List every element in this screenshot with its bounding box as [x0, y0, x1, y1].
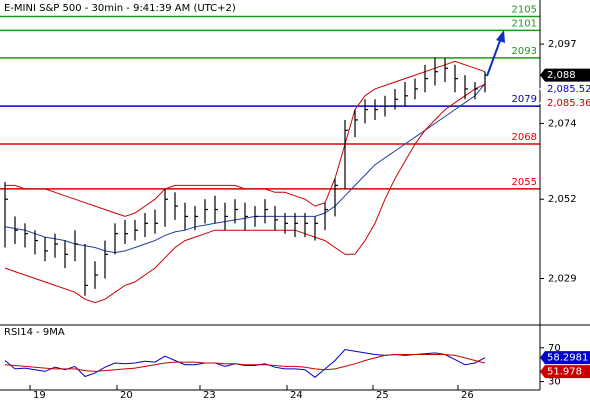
- x-tick-label: 26: [461, 390, 474, 400]
- x-tick-label: 25: [376, 390, 389, 400]
- level-label: 2068: [512, 132, 537, 143]
- price-badge: [539, 82, 590, 97]
- title-background: [0, 0, 225, 15]
- pane-title: RSI14 - 9MA: [4, 327, 65, 338]
- price-badge: [540, 68, 590, 82]
- x-tick-label: 23: [203, 390, 216, 400]
- x-tick-label: 19: [33, 390, 46, 400]
- y-tick-label: 70: [548, 343, 561, 354]
- level-label: 2055: [512, 177, 537, 188]
- y-tick-label: 2,074: [548, 118, 577, 129]
- price-badge-label: 2,085.36: [547, 98, 590, 109]
- value-badge-label: 58.2981: [547, 353, 588, 364]
- y-tick-label: 2,052: [548, 194, 577, 205]
- rsi-line: [4, 348, 486, 378]
- value-badge: [540, 365, 590, 379]
- arrow: [486, 37, 502, 77]
- price-badge: [539, 96, 590, 111]
- y-tick-label: 2,097: [548, 39, 577, 50]
- level-label: 2101: [512, 18, 537, 29]
- rsi-line: [4, 354, 486, 372]
- price-badge-label: 2,088: [547, 70, 576, 81]
- band-line: [5, 60, 486, 217]
- arrow-head: [496, 30, 505, 43]
- plot-layer: 2105 2101 2093 2079 2068 2055: [0, 5, 540, 378]
- value-badge-label: 51.978: [547, 367, 582, 378]
- y-tick-label: 30: [548, 377, 561, 388]
- x-tick-label: 20: [120, 390, 133, 400]
- level-label: 2105: [512, 5, 537, 16]
- level-label: 2079: [512, 94, 537, 105]
- price-badge-label: 2,085.52: [547, 84, 590, 95]
- value-badge: [540, 351, 590, 365]
- y-tick-label: 2,029: [548, 273, 577, 284]
- x-tick-label: 24: [290, 390, 303, 400]
- chart-title: E-MINI S&P 500 - 30min - 9:41:39 AM (UTC…: [4, 3, 236, 14]
- level-label: 2093: [512, 46, 537, 57]
